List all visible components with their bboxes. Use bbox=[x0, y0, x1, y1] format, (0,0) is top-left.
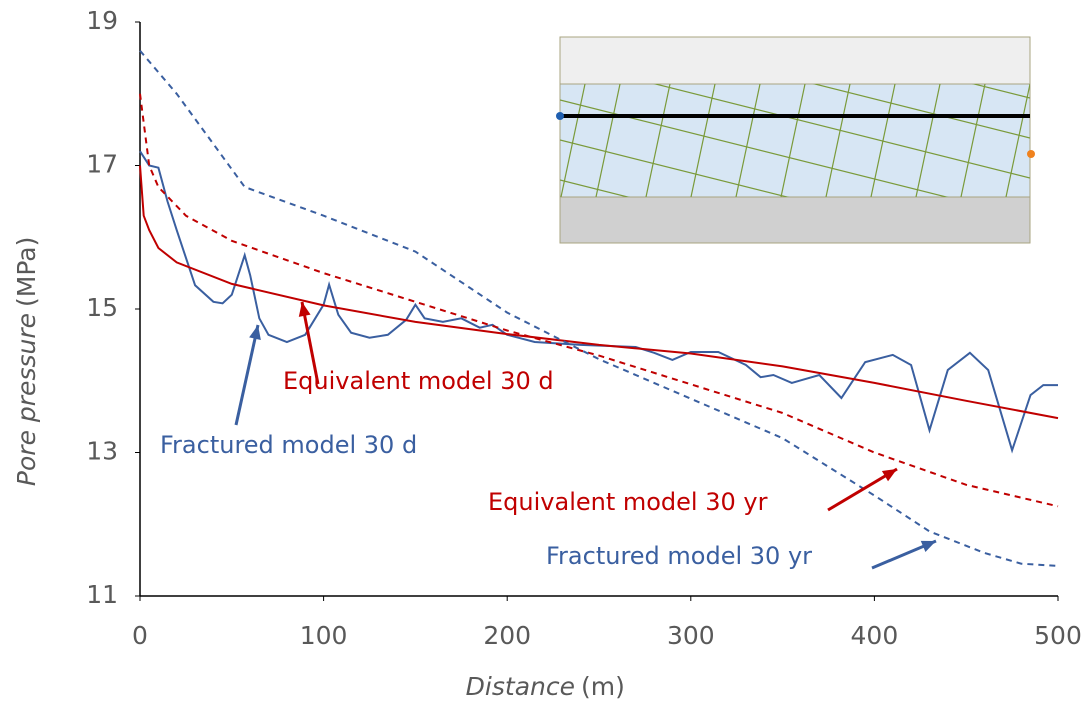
inset-fractures bbox=[560, 84, 1030, 197]
y-axis-title: Pore pressure (MPa) bbox=[12, 237, 41, 486]
inset-diagram bbox=[556, 36, 1035, 244]
y-axis-unit: (MPa) bbox=[12, 237, 41, 307]
annotation-arrowhead bbox=[920, 540, 936, 552]
inset-observation-point bbox=[1027, 150, 1035, 158]
x-tick-label: 0 bbox=[132, 621, 148, 650]
series-line bbox=[139, 150, 1058, 454]
x-tick-label: 100 bbox=[300, 621, 348, 650]
y-tick-label: 11 bbox=[86, 580, 118, 609]
annotation-arrowhead bbox=[249, 325, 261, 340]
y-tick-label: 13 bbox=[86, 437, 118, 466]
y-tick-label: 17 bbox=[86, 150, 118, 179]
y-axis-label: Pore pressure bbox=[12, 313, 41, 486]
series-line bbox=[139, 165, 1059, 420]
series-annotation: Equivalent model 30 yr bbox=[488, 488, 768, 516]
series-annotation: Equivalent model 30 d bbox=[283, 367, 554, 395]
series-line bbox=[139, 50, 1059, 567]
y-tick-label: 15 bbox=[86, 293, 118, 322]
annotation-arrowhead bbox=[298, 302, 311, 317]
x-tick-label: 400 bbox=[851, 621, 899, 650]
series-annotation: Fractured model 30 d bbox=[160, 431, 417, 459]
series-line bbox=[139, 93, 1059, 508]
inset-reservoir bbox=[559, 83, 1031, 198]
annotation-arrow bbox=[234, 324, 260, 426]
x-axis-unit: (m) bbox=[581, 672, 625, 701]
annotation-arrowhead bbox=[881, 469, 897, 482]
inset-top-layer bbox=[559, 36, 1031, 85]
x-tick-label: 500 bbox=[1034, 621, 1082, 650]
inset-well-point bbox=[556, 112, 564, 120]
series-annotation: Fractured model 30 yr bbox=[546, 542, 812, 570]
x-axis-label: Distance bbox=[466, 672, 575, 701]
inset-bottom-layer bbox=[559, 196, 1031, 244]
y-tick-label: 19 bbox=[86, 6, 118, 35]
x-tick-label: 200 bbox=[483, 621, 531, 650]
x-tick-label: 300 bbox=[667, 621, 715, 650]
